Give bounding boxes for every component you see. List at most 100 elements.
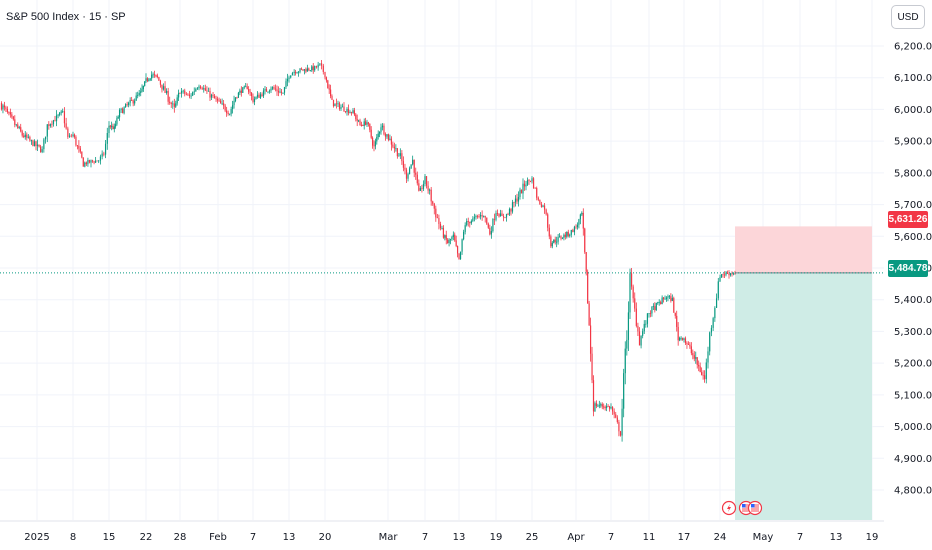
candle-body [660, 302, 662, 304]
candle-body [387, 134, 390, 140]
candle-body [206, 90, 208, 92]
candle-body [576, 224, 579, 228]
candle-body [684, 338, 687, 343]
candle-body [393, 146, 395, 149]
candle-body [242, 87, 244, 93]
candle-body [233, 100, 235, 106]
candle-body [717, 281, 719, 299]
candle-body [619, 431, 622, 436]
candle-body [54, 120, 56, 122]
candle-body [12, 116, 14, 120]
candle-body [523, 183, 526, 187]
candle-body [712, 318, 714, 328]
candle-body [27, 136, 29, 138]
symbol-title[interactable]: S&P 500 Index · 15 · SP [6, 11, 126, 23]
candle-body [295, 71, 297, 74]
candle-body [516, 198, 518, 202]
candle-body [344, 111, 347, 112]
candle-body [405, 169, 408, 179]
candle-body [676, 315, 678, 327]
price-axis[interactable]: 4,800.00 4,900.00 5,000.00 5,100.00 5,200.00… [894, 42, 932, 497]
candle-body [529, 180, 532, 182]
candle-body [545, 209, 547, 215]
time-tick-label: 7 [797, 532, 803, 543]
candle-body [425, 176, 428, 186]
candle-body [698, 364, 700, 367]
candle-body [267, 91, 269, 93]
flash-icon[interactable] [721, 500, 737, 516]
candle-body [495, 213, 497, 220]
candle-body [265, 89, 268, 92]
candle-body [141, 89, 143, 92]
us-flag-icon[interactable] [747, 500, 763, 516]
candle-body [404, 167, 406, 170]
event-icons[interactable] [721, 500, 763, 516]
candle-body [469, 222, 471, 224]
candle-body [166, 90, 168, 93]
candle-body [677, 326, 679, 341]
candle-body [246, 86, 248, 90]
candle-body [258, 94, 260, 98]
candle-body [303, 69, 306, 71]
candle-body [436, 217, 438, 219]
candle-body [218, 100, 220, 102]
candle-body [291, 73, 294, 76]
candle-body [148, 79, 150, 81]
candle-body [59, 112, 61, 115]
candle-body [182, 90, 184, 92]
candle-body [120, 108, 122, 111]
candle-body [592, 380, 595, 412]
candle-body [249, 91, 251, 93]
candle-body [372, 137, 374, 146]
candle-body [331, 96, 333, 100]
candle-body [155, 74, 157, 76]
candle-body [195, 88, 197, 92]
candle-body [207, 90, 210, 92]
candle-body [116, 118, 118, 125]
candle-body [401, 153, 403, 162]
candle-body [557, 237, 559, 242]
candle-body [367, 122, 369, 124]
candle-body [435, 208, 437, 218]
candle-body [277, 91, 280, 93]
last-price-tag: 5,484.78 [888, 260, 928, 277]
candle-body [192, 92, 194, 96]
candle-body [184, 90, 186, 94]
candle-body [11, 114, 13, 117]
currency-button[interactable]: USD [891, 5, 925, 29]
candle-body [6, 108, 8, 113]
candle-body [618, 422, 620, 432]
candle-body [95, 160, 97, 163]
candle-body [451, 237, 453, 240]
candle-body [8, 112, 10, 113]
candle-body [203, 88, 205, 90]
candle-body [299, 68, 301, 72]
price-tick-label: 4,800.00 [894, 486, 932, 497]
candle-body [626, 339, 628, 349]
candle-body [643, 323, 645, 332]
candle-body [212, 94, 214, 96]
candle-body [3, 105, 6, 108]
candle-body [399, 153, 401, 156]
candle-body [274, 88, 277, 90]
candle-body [306, 68, 308, 72]
candle-body [674, 312, 676, 316]
candle-body [606, 406, 608, 409]
candle-body [149, 78, 151, 80]
candle-body [578, 219, 580, 225]
candle-body [48, 124, 50, 126]
time-axis[interactable]: 2025 8 15 22 28 Feb 7 13 20 Mar 7 13 19 25 Apr 7 11 17 24 M… [0, 520, 884, 543]
candle-body [340, 107, 342, 109]
candle-body [689, 344, 691, 347]
candle-body [20, 127, 22, 132]
candle-body [458, 253, 460, 260]
candle-body [424, 176, 426, 184]
candle-body [366, 122, 368, 125]
candle-body [167, 90, 169, 102]
candle-body [464, 225, 466, 232]
candle-body [109, 125, 111, 127]
candle-body [673, 298, 675, 313]
candle-body [662, 297, 665, 300]
candle-body [5, 107, 7, 109]
